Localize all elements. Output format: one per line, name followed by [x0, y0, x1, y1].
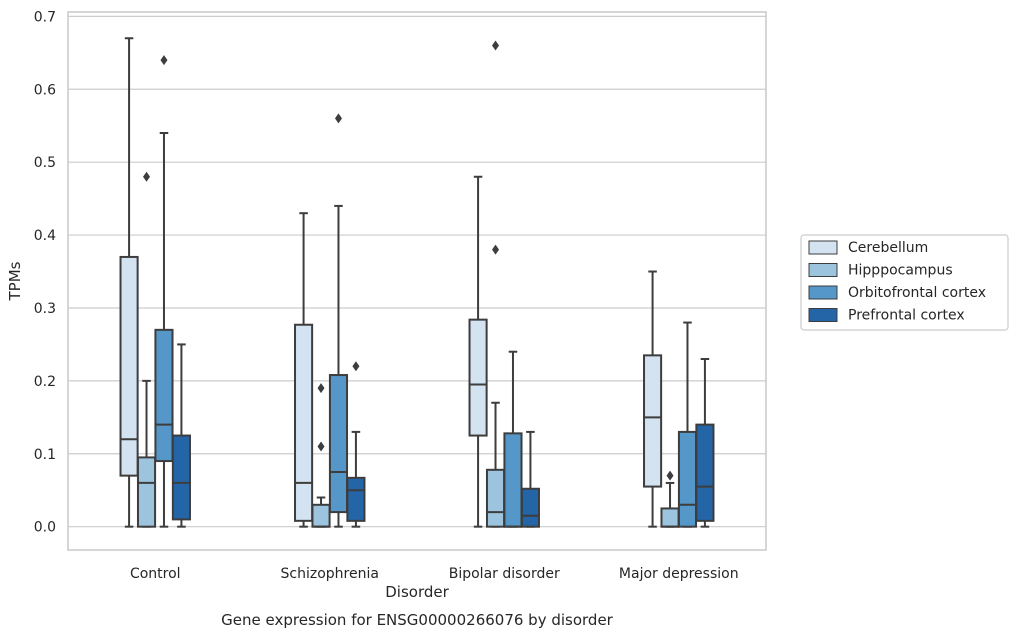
box-body	[346, 476, 366, 522]
outlier-point	[492, 244, 500, 255]
box-body	[695, 423, 715, 522]
box	[154, 55, 174, 528]
legend-label: Prefrontal cortex	[848, 308, 965, 324]
x-tick-labels: Control Schizophrenia Bipolar disorder Majo…	[130, 566, 739, 582]
y-tick-labels: 0.0 0.1 0.2 0.3 0.4 0.5 0.6 0.7	[34, 9, 56, 535]
boxes-layer	[119, 37, 715, 528]
box	[328, 113, 349, 528]
box-body	[154, 328, 174, 463]
outlier-point	[334, 113, 342, 124]
box	[643, 270, 663, 528]
box	[677, 321, 698, 528]
box-body	[643, 354, 663, 488]
box	[503, 350, 523, 528]
box	[520, 430, 540, 528]
x-axis-title: Disorder	[385, 583, 449, 601]
legend-label: Hipppocampus	[848, 263, 953, 279]
legend: Cerebellum Hipppocampus Orbitofrontal cort…	[800, 234, 1009, 331]
legend-swatch	[808, 240, 838, 255]
legend-swatch	[808, 263, 838, 277]
legend-swatch	[808, 285, 838, 300]
y-tick-label: 0.5	[34, 155, 56, 171]
outlier-point	[317, 383, 325, 394]
box	[119, 37, 139, 528]
box-body	[485, 468, 506, 528]
y-tick-label: 0.4	[34, 228, 56, 244]
box-body	[503, 432, 523, 528]
legend-label: Cerebellum	[848, 240, 928, 256]
y-tick-label: 0.2	[34, 374, 56, 390]
y-tick-label: 0.0	[34, 520, 56, 536]
outlier-point	[666, 470, 674, 481]
box	[171, 343, 191, 528]
y-tick-label: 0.3	[34, 301, 56, 317]
y-tick-label: 0.6	[34, 82, 56, 98]
box-body	[468, 318, 488, 437]
y-tick-label: 0.7	[34, 9, 56, 25]
x-tick-label: Control	[130, 566, 181, 582]
x-tick-label: Schizophrenia	[281, 566, 379, 582]
box	[695, 358, 715, 528]
box	[294, 212, 314, 528]
box-body	[328, 374, 349, 514]
legend-frame	[800, 234, 1009, 331]
plot-frame	[67, 11, 767, 551]
box	[346, 361, 366, 528]
box	[136, 171, 157, 528]
box	[311, 383, 331, 528]
chart-caption: Gene expression for ENSG00000266076 by d…	[221, 611, 614, 629]
box-body	[311, 503, 331, 528]
outlier-point	[143, 171, 151, 182]
legend-label: Orbitofrontal cortex	[848, 285, 986, 301]
outlier-point	[352, 361, 360, 372]
y-axis-title: TPMs	[6, 261, 24, 301]
box-body	[119, 255, 139, 477]
box-body	[136, 456, 157, 528]
box-body	[660, 507, 680, 528]
box	[468, 175, 488, 528]
y-tick-label: 0.1	[34, 447, 56, 463]
x-tick-label: Major depression	[619, 566, 739, 582]
box-body	[520, 487, 540, 528]
legend-swatch	[808, 308, 838, 322]
outlier-point	[160, 55, 168, 66]
x-tick-label: Bipolar disorder	[449, 566, 560, 582]
box-body	[294, 323, 314, 522]
box-body	[171, 434, 191, 521]
outlier-point	[317, 441, 325, 452]
box-body	[677, 430, 698, 528]
outlier-point	[492, 40, 500, 51]
